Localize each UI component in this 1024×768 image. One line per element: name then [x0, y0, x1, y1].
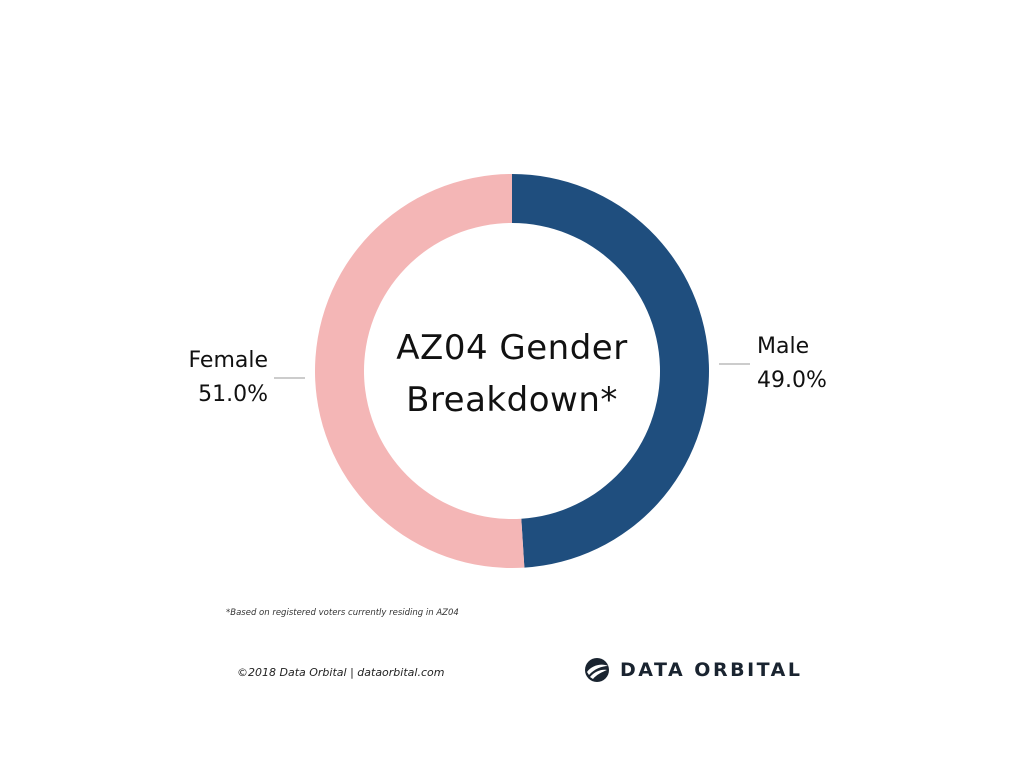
female-label-name: Female	[188, 348, 268, 373]
male-slice-label: Male 49.0%	[757, 330, 827, 398]
female-label-value: 51.0%	[198, 382, 268, 407]
donut-slices	[314, 174, 709, 568]
footnote: *Based on registered voters currently re…	[226, 608, 459, 618]
brand-logo: DATA ORBITAL	[584, 657, 802, 683]
male-label-value: 49.0%	[757, 368, 827, 393]
chart-title-line-1: AZ04 Gender	[396, 328, 628, 368]
chart-title: AZ04 Gender Breakdown*	[382, 322, 642, 426]
slice-female	[314, 174, 525, 568]
male-label-name: Male	[757, 334, 810, 359]
chart-title-line-2: Breakdown*	[406, 380, 618, 420]
copyright-text: ©2018 Data Orbital | dataorbital.com	[237, 666, 445, 679]
female-slice-label: Female 51.0%	[188, 344, 268, 412]
data-orbital-logo-icon	[585, 658, 609, 682]
slice-male	[512, 174, 709, 568]
brand-name: DATA ORBITAL	[620, 659, 803, 681]
